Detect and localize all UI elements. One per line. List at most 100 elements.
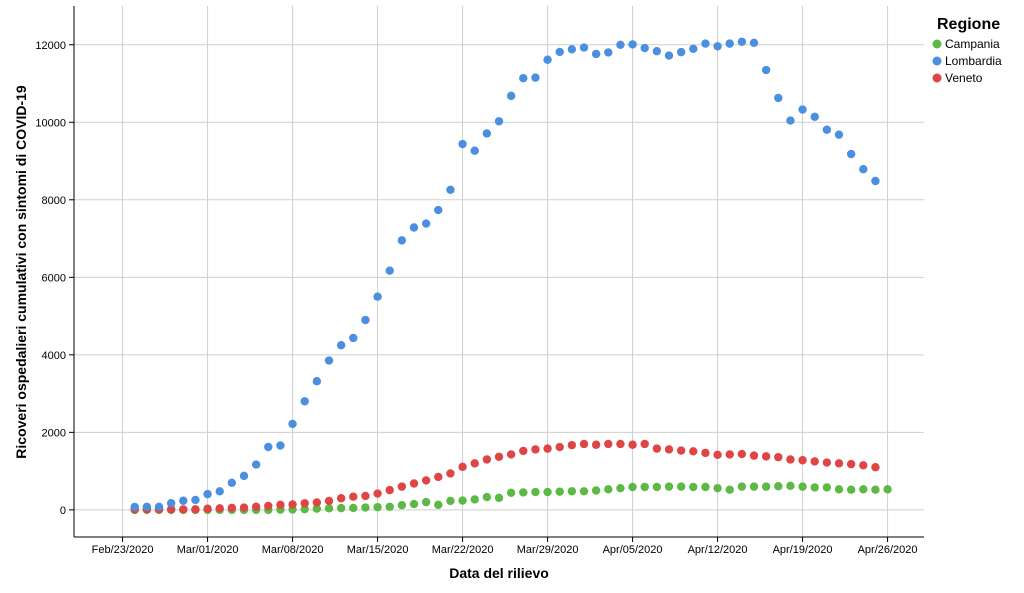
data-point-lombardia <box>470 146 479 155</box>
y-tick-label: 4000 <box>42 350 66 362</box>
data-point-lombardia <box>349 333 358 343</box>
y-tick-label: 0 <box>60 505 66 517</box>
data-point-lombardia <box>664 51 674 60</box>
legend-title: Regione <box>937 16 1000 33</box>
y-axis-ticks: 0 2000 4000 6000 8000 10000 12000 <box>35 40 66 517</box>
data-point-campania <box>373 502 382 512</box>
data-point-lombardia <box>361 315 370 325</box>
data-point-campania <box>324 504 334 513</box>
data-point-campania <box>676 482 686 491</box>
data-point-lombardia <box>373 292 382 301</box>
data-point-campania <box>616 483 625 493</box>
data-point-veneto <box>421 476 431 485</box>
data-point-veneto <box>798 456 807 465</box>
data-point-veneto <box>846 459 856 469</box>
data-point-campania <box>579 487 589 496</box>
data-point-campania <box>458 496 467 505</box>
x-tick-label: Mar/29/2020 <box>517 544 579 556</box>
data-point-lombardia <box>421 219 431 228</box>
data-point-campania <box>628 482 637 492</box>
data-point-campania <box>786 481 795 491</box>
data-point-veneto <box>361 491 370 501</box>
legend-items: Campania Lombardia Veneto <box>932 37 1002 85</box>
data-point-campania <box>859 485 868 494</box>
data-point-lombardia <box>227 478 237 488</box>
data-point-veneto <box>834 459 844 468</box>
data-point-lombardia <box>859 165 868 174</box>
data-point-lombardia <box>834 130 844 139</box>
y-tick-label: 6000 <box>42 272 66 284</box>
data-point-veneto <box>324 496 334 506</box>
data-point-veneto <box>227 503 237 513</box>
data-point-veneto <box>701 448 710 458</box>
data-point-veneto <box>519 446 528 456</box>
data-point-veneto <box>397 482 407 491</box>
data-point-lombardia <box>385 266 394 275</box>
legend-marker-veneto <box>932 73 942 83</box>
data-point-veneto <box>336 494 346 503</box>
legend-marker-lombardia <box>932 56 942 66</box>
data-point-lombardia <box>689 44 698 54</box>
data-point-lombardia <box>725 39 734 48</box>
data-point-campania <box>494 493 504 503</box>
data-point-campania <box>883 485 892 494</box>
data-point-veneto <box>737 449 747 459</box>
y-tick-label: 12000 <box>35 40 66 52</box>
data-point-lombardia <box>191 495 200 505</box>
data-point-veneto <box>409 479 419 488</box>
data-point-veneto <box>191 505 200 514</box>
data-point-veneto <box>458 462 467 472</box>
data-point-veneto <box>349 492 358 501</box>
data-point-campania <box>834 485 844 494</box>
data-point-lombardia <box>300 397 309 406</box>
data-point-lombardia <box>251 460 261 469</box>
data-point-lombardia <box>616 40 625 49</box>
data-point-veneto <box>251 502 261 511</box>
data-point-veneto <box>531 445 540 454</box>
data-point-veneto <box>300 499 309 508</box>
data-point-lombardia <box>336 341 346 350</box>
data-point-veneto <box>203 504 212 513</box>
data-point-lombardia <box>567 45 577 54</box>
data-point-lombardia <box>737 37 747 46</box>
x-tick-label: Apr/12/2020 <box>688 544 748 556</box>
data-point-lombardia <box>446 185 455 194</box>
data-point-lombardia <box>397 236 407 245</box>
data-point-campania <box>531 487 540 497</box>
data-point-lombardia <box>203 489 212 499</box>
data-point-campania <box>361 503 370 512</box>
data-point-veneto <box>579 439 589 449</box>
y-tick-label: 8000 <box>42 195 66 207</box>
data-point-veneto <box>434 472 443 482</box>
data-point-lombardia <box>798 105 807 114</box>
data-point-campania <box>604 485 613 494</box>
data-point-campania <box>871 485 880 494</box>
data-point-lombardia <box>761 65 771 75</box>
data-point-lombardia <box>494 117 504 126</box>
data-point-lombardia <box>154 502 164 512</box>
data-point-veneto <box>276 500 285 510</box>
data-point-veneto <box>640 439 649 449</box>
x-tick-label: Apr/26/2020 <box>858 544 918 556</box>
data-point-veneto <box>822 458 832 467</box>
data-point-lombardia <box>543 55 552 64</box>
data-point-campania <box>421 497 431 507</box>
data-point-campania <box>810 483 819 492</box>
x-tick-label: Apr/05/2020 <box>603 544 663 556</box>
legend: Regione Campania Lombardia Veneto <box>932 16 1002 85</box>
data-point-veneto <box>166 505 176 514</box>
data-point-veneto <box>543 444 552 453</box>
data-point-veneto <box>567 440 577 450</box>
data-point-campania <box>470 495 479 504</box>
data-point-campania <box>336 503 346 513</box>
data-point-campania <box>434 500 443 510</box>
data-point-lombardia <box>555 47 564 57</box>
data-point-veneto <box>555 442 564 452</box>
data-point-lombardia <box>142 502 152 512</box>
data-point-campania <box>664 482 674 491</box>
data-point-campania <box>397 501 407 510</box>
data-point-lombardia <box>871 176 880 186</box>
data-point-campania <box>312 504 322 513</box>
data-point-veneto <box>179 505 188 514</box>
data-point-lombardia <box>288 419 297 429</box>
